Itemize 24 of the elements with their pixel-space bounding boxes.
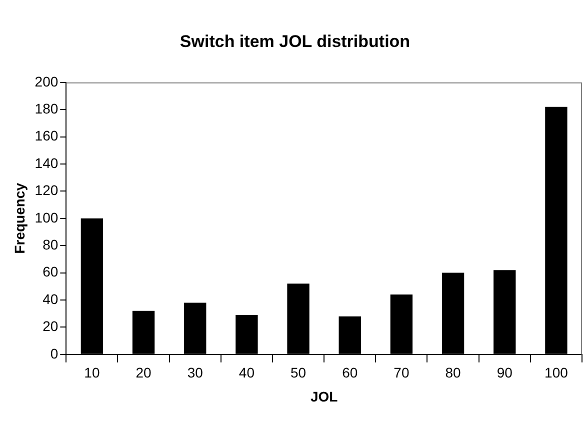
y-tick-label: 60 <box>42 264 58 280</box>
y-tick-label: 140 <box>34 154 58 171</box>
x-tick-label: 50 <box>290 364 306 381</box>
x-tick-label: 90 <box>496 364 513 381</box>
y-axis-title: Frequency <box>11 182 28 254</box>
y-tick-label: 0 <box>50 345 58 362</box>
x-tick-label: 70 <box>394 364 410 381</box>
y-tick-label: 180 <box>34 100 58 116</box>
x-tick-label: 30 <box>187 364 204 381</box>
y-tick-label: 160 <box>34 128 58 144</box>
x-tick-label: 10 <box>84 364 100 381</box>
x-tick-label: 100 <box>544 364 568 381</box>
x-tick-label: 40 <box>238 364 255 381</box>
x-tick-label: 60 <box>342 364 358 381</box>
y-tick-label: 40 <box>42 290 58 307</box>
x-tick-label: 20 <box>136 364 152 381</box>
y-tick-label: 20 <box>42 318 58 334</box>
x-tick-label: 80 <box>445 364 462 381</box>
x-axis-title: JOL <box>310 388 338 404</box>
y-tick-label: 200 <box>34 73 58 90</box>
y-tick-label: 80 <box>42 236 58 252</box>
y-tick-label: 100 <box>34 209 58 226</box>
chart-title: Switch item JOL distribution <box>180 32 410 51</box>
y-tick-label: 120 <box>34 182 58 198</box>
